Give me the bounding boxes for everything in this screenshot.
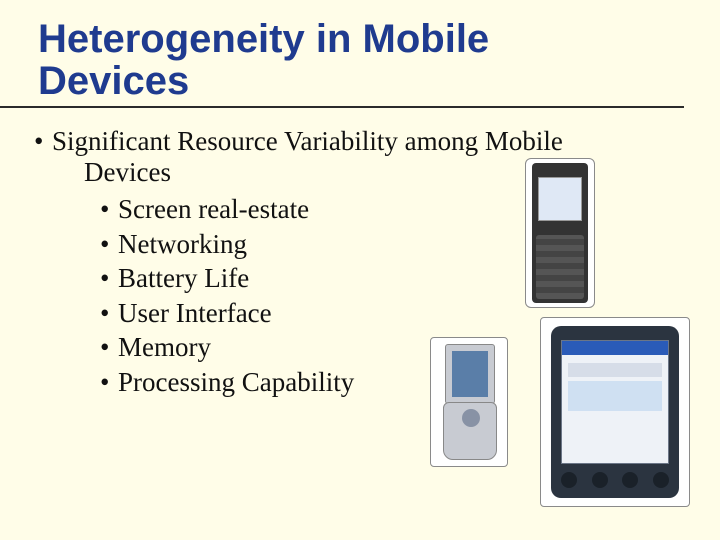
sub-bullet: •Battery Life [122, 261, 720, 296]
sub-bullet-text: Networking [118, 229, 247, 259]
sub-bullet: •Networking [122, 227, 720, 262]
bullet-marker: • [34, 126, 52, 157]
bullet-marker: • [100, 330, 118, 365]
flip-dpad [462, 409, 480, 427]
device-image-flip-phone [430, 337, 508, 467]
title-line-2: Devices [38, 59, 189, 103]
bullet-main: •Significant Resource Variability among … [56, 126, 720, 188]
title-line-1: Heterogeneity in Mobile [38, 17, 489, 61]
pda-row [568, 381, 662, 411]
sub-bullet-text: Battery Life [118, 263, 249, 293]
sub-bullet: •Screen real-estate [122, 192, 720, 227]
pda-buttons [561, 472, 669, 494]
bullet-marker: • [100, 261, 118, 296]
bullet-marker: • [100, 296, 118, 331]
flip-top [445, 344, 495, 404]
phone-screen [538, 177, 582, 221]
bullet-marker: • [100, 365, 118, 400]
flip-screen [452, 351, 488, 397]
device-image-candybar-phone [525, 158, 595, 308]
bullet-main-line2: Devices [56, 157, 720, 188]
flip-base [443, 402, 497, 460]
bullet-marker: • [100, 192, 118, 227]
device-image-pda [540, 317, 690, 507]
bullet-main-line1: Significant Resource Variability among M… [52, 126, 563, 156]
sub-bullet-text: User Interface [118, 298, 272, 328]
sub-bullet-text: Memory [118, 332, 211, 362]
sub-bullet-text: Screen real-estate [118, 194, 309, 224]
bullet-marker: • [100, 227, 118, 262]
pda-titlebar [562, 341, 668, 355]
sub-bullet-text: Processing Capability [118, 367, 354, 397]
pda-screen [561, 340, 669, 464]
slide-title: Heterogeneity in Mobile Devices [0, 0, 684, 108]
phone-keypad [536, 235, 584, 299]
pda-row [568, 363, 662, 377]
